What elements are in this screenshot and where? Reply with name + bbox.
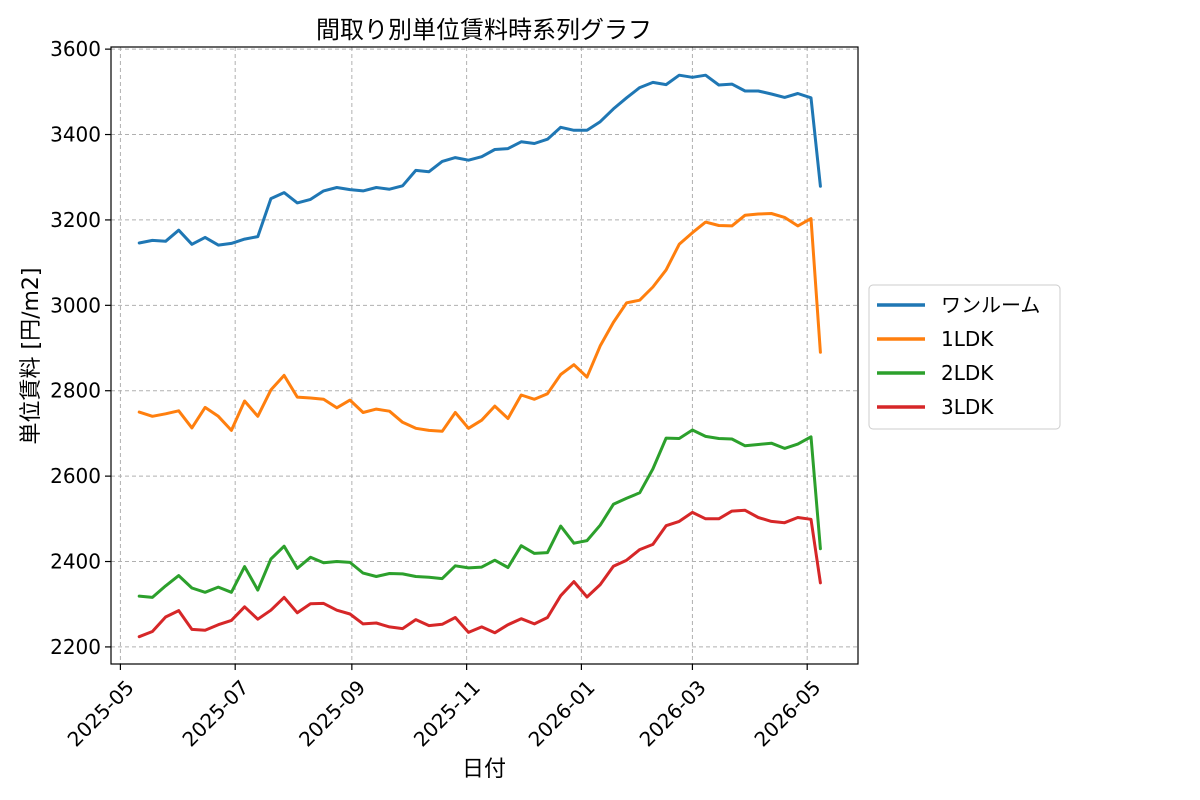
legend-label: 1LDK xyxy=(941,327,994,351)
plot-frame xyxy=(110,46,859,665)
y-tick-label: 2800 xyxy=(50,379,101,403)
chart-title: 間取り別単位賃料時系列グラフ xyxy=(316,16,652,44)
grid xyxy=(111,47,858,664)
x-tick-label: 2025-11 xyxy=(409,675,485,751)
x-tick-label: 2025-07 xyxy=(177,675,253,751)
y-tick-label: 2200 xyxy=(50,635,101,659)
series-line xyxy=(137,508,822,639)
legend-label: 2LDK xyxy=(941,361,994,385)
series-lines xyxy=(137,73,822,639)
y-tick-label: 2400 xyxy=(50,550,101,574)
x-tick-label: 2026-05 xyxy=(749,675,825,751)
legend-box xyxy=(868,284,1061,430)
y-tick-label: 3200 xyxy=(50,208,101,232)
series-line xyxy=(137,428,822,599)
x-tick-label: 2026-03 xyxy=(635,675,711,751)
legend-label: ワンルーム xyxy=(941,293,1040,317)
x-tick-label: 2025-09 xyxy=(294,675,370,751)
legend-label: 3LDK xyxy=(941,395,994,419)
y-tick-label: 3400 xyxy=(50,123,101,147)
x-tick-label: 2026-01 xyxy=(524,675,600,751)
y-axis-ticks: 2200 2400 2600 2800 3000 3200 3400 3600 xyxy=(50,37,111,659)
y-axis-label: 単位賃料 [円/m2] xyxy=(19,268,44,445)
series-line xyxy=(137,73,822,247)
y-tick-label: 2600 xyxy=(50,464,101,488)
y-tick-label: 3600 xyxy=(50,37,101,61)
x-axis-ticks: 2025-05 2025-07 2025-09 2025-11 2026-01 2026-… xyxy=(63,664,825,751)
x-tick-label: 2025-05 xyxy=(63,675,139,751)
y-tick-label: 3000 xyxy=(50,293,101,317)
x-axis-label: 日付 xyxy=(462,757,506,782)
series-line xyxy=(137,212,822,433)
legend: ワンルーム 1LDK 2LDK 3LDK xyxy=(868,284,1061,430)
